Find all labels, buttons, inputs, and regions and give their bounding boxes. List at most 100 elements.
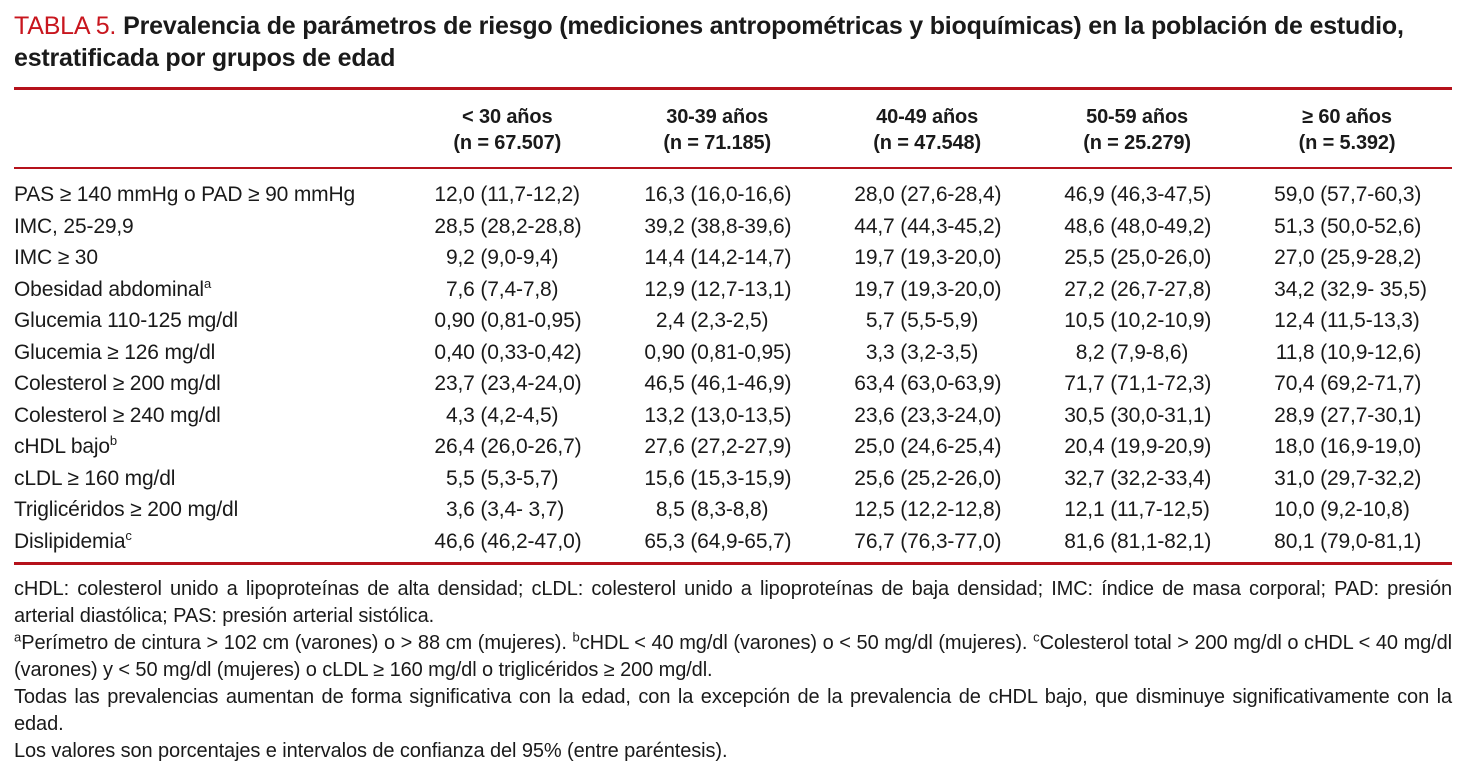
prevalence-value: 4,3 — [445, 403, 475, 427]
confidence-interval: (12,7-13,1) — [684, 277, 792, 301]
table-cell: 7,6 (7,4-7,8) — [402, 274, 612, 306]
prevalence-value: 0,90 — [434, 309, 475, 332]
table-cell: 48,6 (48,0-49,2) — [1032, 211, 1242, 243]
prevalence-value: 3,6 — [445, 498, 475, 521]
confidence-interval: (28,2-28,8) — [474, 214, 582, 238]
prevalence-value: 70,4 — [1274, 372, 1315, 395]
table-cell: 15,6 (15,3-15,9) — [612, 463, 822, 495]
table-cell: 10,5 (10,2-10,9) — [1032, 305, 1242, 337]
prevalence-value: 15,6 — [644, 466, 685, 490]
confidence-interval: (26,7-27,8) — [1104, 277, 1212, 301]
table-row: PAS ≥ 140 mmHg o PAD ≥ 90 mmHg 12,0 (11,7… — [14, 168, 1452, 211]
confidence-interval: (76,3-77,0) — [894, 529, 1002, 553]
prevalence-value: 48,6 — [1064, 214, 1105, 238]
table-cell: 30,5 (30,0-31,1) — [1032, 400, 1242, 432]
confidence-interval: (3,4- 3,7) — [474, 498, 565, 521]
column-header-age-range: < 30 años — [462, 106, 553, 128]
confidence-interval: (11,5-13,3) — [1314, 309, 1420, 332]
table-header-row: < 30 años (n = 67.507) 30-39 años (n = 71.1… — [14, 90, 1452, 169]
row-label: Glucemia 110-125 mg/dl — [14, 309, 238, 332]
table-cell: 9,2 (9,0-9,4) — [402, 242, 612, 274]
table-cell: 44,7 (44,3-45,2) — [822, 211, 1032, 243]
table-cell: 12,0 (11,7-12,2) — [402, 168, 612, 211]
row-label: IMC ≥ 30 — [14, 246, 98, 269]
footnote-marker: a — [14, 629, 22, 645]
confidence-interval: (30,0-31,1) — [1104, 403, 1212, 427]
column-header: 30-39 años (n = 71.185) — [612, 90, 823, 169]
confidence-interval: (2,3-2,5) — [684, 309, 769, 332]
confidence-interval: (5,3-5,7) — [474, 466, 559, 490]
confidence-interval: (7,9-8,6) — [1104, 340, 1189, 364]
footnote: Todas las prevalencias aumentan de forma… — [14, 686, 1452, 735]
confidence-interval: (46,1-46,9) — [684, 372, 792, 395]
prevalence-value: 12,4 — [1274, 309, 1315, 332]
prevalence-value: 19,7 — [854, 277, 895, 301]
table-cell: 11,8 (10,9-12,6) — [1242, 337, 1452, 369]
confidence-interval: (63,0-63,9) — [894, 372, 1002, 395]
table-row: Triglicéridos ≥ 200 mg/dl 3,6 (3,4- 3,7) 8… — [14, 494, 1452, 526]
confidence-interval: (25,9-28,2) — [1314, 246, 1422, 269]
confidence-interval: (0,81-0,95) — [474, 309, 582, 332]
row-label-header — [14, 90, 403, 169]
confidence-interval: (24,6-25,4) — [894, 435, 1002, 458]
prevalence-value: 34,2 — [1274, 277, 1315, 301]
prevalence-value: 31,0 — [1274, 466, 1315, 490]
confidence-interval: (14,2-14,7) — [684, 246, 792, 269]
table-row: Obesidad abdominala 7,6 (7,4-7,8) 12,9 (12… — [14, 274, 1452, 306]
confidence-interval: (71,1-72,3) — [1104, 372, 1212, 395]
row-label: PAS ≥ 140 mmHg o PAD ≥ 90 mmHg — [14, 183, 356, 206]
footnote: cHDL: colesterol unido a lipoproteínas d… — [14, 578, 1452, 627]
prevalence-value: 59,0 — [1274, 183, 1315, 206]
table-cell: 12,4 (11,5-13,3) — [1242, 305, 1452, 337]
row-label: Colesterol ≥ 240 mg/dl — [14, 403, 221, 427]
table-cell: 12,9 (12,7-13,1) — [612, 274, 822, 306]
table-cell: 18,0 (16,9-19,0) — [1242, 431, 1452, 463]
prevalence-value: 19,7 — [854, 246, 895, 269]
row-label: cHDL bajob — [14, 433, 118, 458]
prevalence-value: 7,6 — [445, 277, 475, 301]
confidence-interval: (13,0-13,5) — [684, 403, 792, 427]
table-cell: 46,9 (46,3-47,5) — [1032, 168, 1242, 211]
prevalence-value: 12,5 — [854, 498, 895, 521]
prevalence-value: 5,5 — [445, 466, 475, 490]
confidence-interval: (32,9- 35,5) — [1314, 277, 1427, 301]
divider-top — [14, 87, 1452, 90]
table-cell: 3,6 (3,4- 3,7) — [402, 494, 612, 526]
table-cell: 0,40 (0,33-0,42) — [402, 337, 612, 369]
table-cell: 0,90 (0,81-0,95) — [402, 305, 612, 337]
confidence-interval: (27,2-27,9) — [684, 435, 792, 458]
prevalence-value: 76,7 — [854, 529, 895, 553]
table-caption: TABLA 5. Prevalencia de parámetros de rie… — [14, 10, 1452, 74]
table-cell: 4,3 (4,2-4,5) — [402, 400, 612, 432]
prevalence-value: 63,4 — [854, 372, 895, 395]
table-cell: 10,0 (9,2-10,8) — [1242, 494, 1452, 526]
table-cell: 23,7 (23,4-24,0) — [402, 368, 612, 400]
footnote-marker: c — [1033, 629, 1040, 645]
prevalence-value: 80,1 — [1274, 529, 1315, 553]
table-cell: 5,5 (5,3-5,7) — [402, 463, 612, 495]
confidence-interval: (11,7-12,2) — [474, 183, 580, 206]
table-cell: 51,3 (50,0-52,6) — [1242, 211, 1452, 243]
confidence-interval: (79,0-81,1) — [1314, 529, 1422, 553]
confidence-interval: (5,5-5,9) — [894, 309, 979, 332]
prevalence-value: 46,9 — [1064, 183, 1105, 206]
prevalence-value: 8,5 — [655, 498, 685, 521]
confidence-interval: (0,81-0,95) — [684, 340, 792, 364]
confidence-interval: (11,7-12,5) — [1104, 498, 1210, 521]
prevalence-value: 46,6 — [434, 529, 475, 553]
column-header: 50-59 años (n = 25.279) — [1032, 90, 1243, 169]
confidence-interval: (29,7-32,2) — [1314, 466, 1422, 490]
confidence-interval: (25,2-26,0) — [894, 466, 1002, 490]
confidence-interval: (25,0-26,0) — [1104, 246, 1212, 269]
table-cell: 16,3 (16,0-16,6) — [612, 168, 822, 211]
row-label: IMC, 25-29,9 — [14, 214, 134, 238]
confidence-interval: (81,1-82,1) — [1104, 529, 1212, 553]
confidence-interval: (69,2-71,7) — [1314, 372, 1422, 395]
prevalence-value: 13,2 — [644, 403, 685, 427]
confidence-interval: (4,2-4,5) — [474, 403, 559, 427]
table-cell: 27,6 (27,2-27,9) — [612, 431, 822, 463]
footnotes: cHDL: colesterol unido a lipoproteínas d… — [14, 576, 1452, 765]
confidence-interval: (57,7-60,3) — [1314, 183, 1422, 206]
row-label: cLDL ≥ 160 mg/dl — [14, 466, 176, 490]
prevalence-value: 16,3 — [644, 183, 685, 206]
